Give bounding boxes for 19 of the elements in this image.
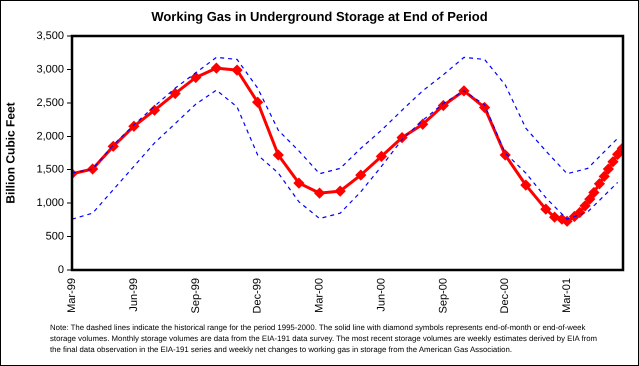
y-tick-label: 1,500 [36, 164, 64, 176]
y-tick-label: 2,000 [36, 130, 64, 142]
y-tick-label: 500 [46, 230, 64, 243]
x-tick-label: Jun-00 [375, 278, 388, 312]
y-tick-label: 3,000 [36, 63, 64, 76]
x-tick-label: Dec-99 [252, 278, 264, 314]
x-tick-label: Sep-00 [437, 278, 450, 314]
x-tick-label: Dec-00 [499, 278, 512, 314]
y-tick-label: 3,500 [36, 30, 64, 42]
y-tick-label: 0 [58, 264, 64, 276]
chart-title: Working Gas in Underground Storage at End of Period [150, 9, 489, 24]
x-tick-label: Jun-99 [128, 278, 140, 312]
x-tick-label: Mar-00 [314, 278, 326, 313]
x-tick-label: Mar-99 [66, 278, 78, 313]
x-tick-label: Sep-99 [190, 278, 202, 314]
y-tick-label: 1,000 [36, 197, 64, 210]
y-axis-title: Billion Cubic Feet [4, 102, 18, 204]
y-tick-label: 2,500 [36, 96, 64, 109]
x-tick-label: Mar-01 [561, 278, 574, 313]
